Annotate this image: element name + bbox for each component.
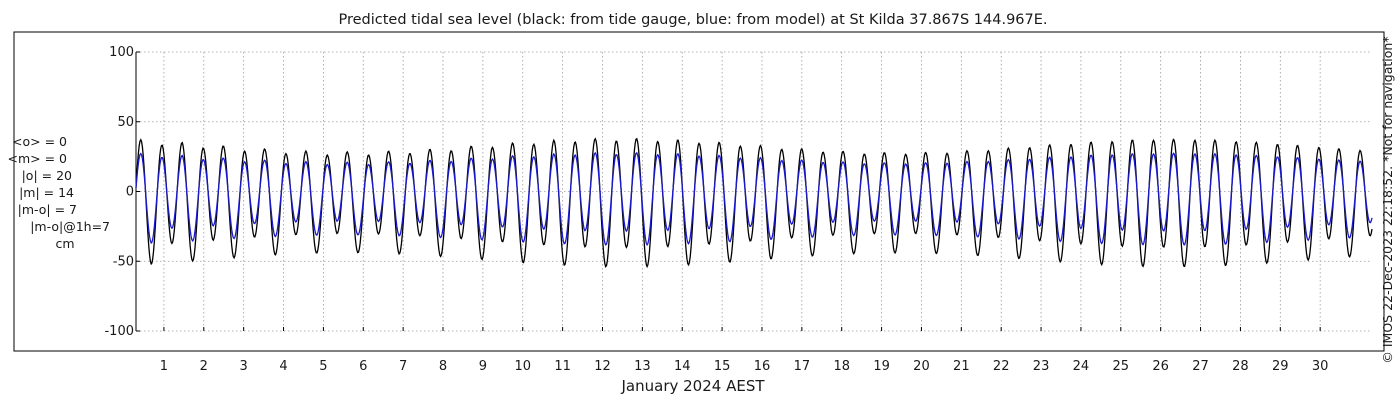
x-tick-label: 14 — [674, 359, 691, 374]
stat-abs-obs: |o| = 20 — [22, 168, 72, 183]
chart-title: Predicted tidal sea level (black: from t… — [338, 12, 1047, 28]
series-lines — [135, 137, 1373, 269]
x-tick-label: 22 — [993, 359, 1010, 374]
x-tick-label: 25 — [1113, 359, 1130, 374]
x-tick-label: 12 — [594, 359, 611, 374]
x-tick-label: 10 — [514, 359, 531, 374]
stat-mean-model: <m> = 0 — [8, 151, 68, 166]
x-tick-label: 24 — [1073, 359, 1090, 374]
y-tick-label: 50 — [117, 115, 134, 130]
y-tick-label: -50 — [113, 254, 134, 269]
stats-panel: <o> = 0 <m> = 0 |o| = 20 |m| = 14 |m-o| … — [8, 134, 111, 251]
plot-frame — [13, 31, 1385, 352]
x-tick-label: 23 — [1033, 359, 1050, 374]
x-tick-label: 7 — [399, 359, 407, 374]
y-tick-label: 100 — [109, 45, 134, 60]
x-tick-label: 16 — [754, 359, 771, 374]
x-tick-label: 1 — [160, 359, 168, 374]
y-tick-label: -100 — [104, 324, 134, 339]
x-tick-label: 29 — [1272, 359, 1289, 374]
x-axis-label: January 2024 AEST — [621, 377, 766, 395]
stat-abs-model: |m| = 14 — [19, 185, 74, 200]
stat-abs-diff-1h: |m-o|@1h=7 — [30, 219, 110, 234]
x-tick-label: 28 — [1232, 359, 1249, 374]
x-tick-label: 18 — [833, 359, 850, 374]
series-model — [135, 151, 1373, 247]
grid-lines — [136, 51, 1372, 332]
x-tick-label: 9 — [479, 359, 487, 374]
stat-units: cm — [55, 236, 74, 251]
x-tick-label: 3 — [240, 359, 248, 374]
y-tick-label: 0 — [126, 185, 134, 200]
x-tick-label: 27 — [1192, 359, 1209, 374]
x-tick-label: 30 — [1312, 359, 1329, 374]
x-tick-label: 21 — [953, 359, 970, 374]
x-tick-label: 8 — [439, 359, 447, 374]
x-tick-label: 17 — [794, 359, 811, 374]
x-tick-label: 20 — [913, 359, 930, 374]
x-tick-label: 26 — [1152, 359, 1169, 374]
x-tick-label: 15 — [714, 359, 731, 374]
x-tick-label: 11 — [554, 359, 571, 374]
x-tick-label: 13 — [634, 359, 651, 374]
copyright-note: © IMOS 22-Dec-2023 22:18:52. *Not for na… — [1380, 36, 1395, 363]
x-tick-label: 5 — [319, 359, 327, 374]
x-tick-label: 4 — [279, 359, 287, 374]
x-tick-label: 2 — [200, 359, 208, 374]
stat-mean-obs: <o> = 0 — [12, 134, 67, 149]
x-tick-label: 6 — [359, 359, 367, 374]
x-tick-label: 19 — [873, 359, 890, 374]
stat-abs-diff: |m-o| = 7 — [18, 202, 77, 217]
